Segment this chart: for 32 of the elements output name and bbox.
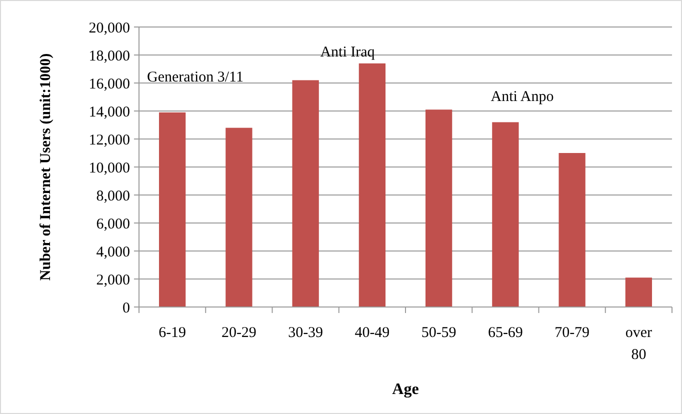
bar — [226, 128, 252, 307]
x-tick-label: 6-19 — [158, 325, 186, 341]
bar — [292, 80, 319, 307]
bar — [558, 153, 586, 307]
x-tick-label: 20-29 — [221, 325, 256, 341]
y-tick-label: 4,000 — [96, 244, 130, 260]
y-tick-label: 2,000 — [96, 272, 130, 288]
bar — [625, 278, 652, 307]
x-tick-label: 70-79 — [554, 325, 590, 341]
y-tick-label: 0 — [122, 300, 130, 316]
y-tick-label: 14,000 — [88, 104, 130, 120]
y-tick-label: 12,000 — [88, 132, 130, 148]
y-tick-label: 16,000 — [88, 76, 130, 92]
x-tick-label: over 80 — [625, 325, 652, 363]
y-tick-label: 20,000 — [88, 20, 130, 36]
y-tick-label: 6,000 — [96, 216, 130, 232]
y-tick-label: 8,000 — [96, 188, 130, 204]
x-tick-label: 30-39 — [288, 325, 324, 341]
annotation: Anti Anpo — [490, 89, 554, 106]
x-tick-label: 50-59 — [421, 325, 456, 341]
x-axis-title: Age — [392, 381, 419, 398]
bar — [158, 112, 186, 307]
annotation: Anti Iraq — [320, 44, 376, 60]
bar — [492, 122, 519, 307]
x-tick-label: 40-49 — [354, 325, 390, 341]
y-axis-title: Nuber of Internet Users (unit:1000) — [38, 53, 54, 281]
bar — [425, 110, 452, 307]
annotation: Generation 3/11 — [146, 70, 244, 86]
x-tick-label: 65-69 — [488, 325, 523, 341]
bar — [358, 63, 386, 307]
y-tick-label: 18,000 — [88, 48, 130, 64]
y-tick-label: 10,000 — [88, 160, 130, 176]
